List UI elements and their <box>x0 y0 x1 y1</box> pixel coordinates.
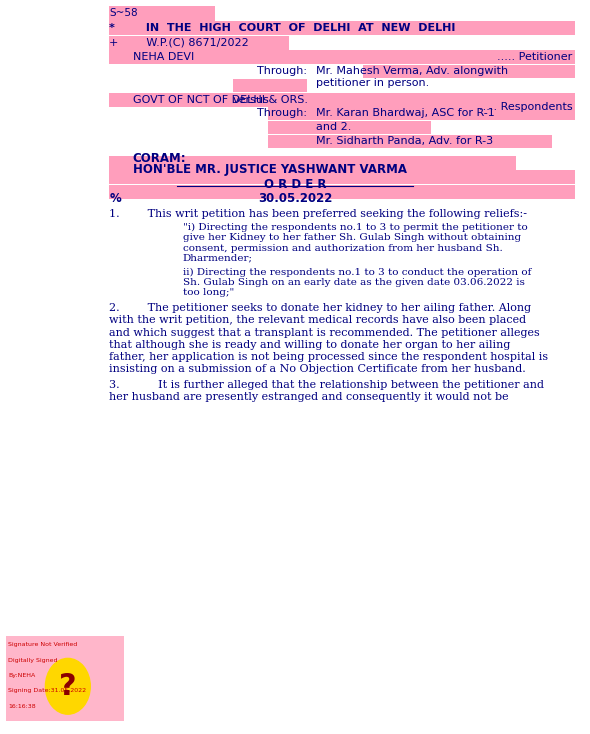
Bar <box>109 21 575 35</box>
Text: Mr. Mahesh Verma, Adv. alongwith: Mr. Mahesh Verma, Adv. alongwith <box>316 66 508 76</box>
Text: Dharmender;: Dharmender; <box>183 254 253 263</box>
Text: *        IN  THE  HIGH  COURT  OF  DELHI  AT  NEW  DELHI: * IN THE HIGH COURT OF DELHI AT NEW DELH… <box>109 23 455 33</box>
Text: and which suggest that a transplant is recommended. The petitioner alleges: and which suggest that a transplant is r… <box>109 327 540 338</box>
Text: Mr. Sidharth Panda, Adv. for R-3: Mr. Sidharth Panda, Adv. for R-3 <box>316 136 493 146</box>
Text: GOVT OF NCT OF DELHI & ORS.: GOVT OF NCT OF DELHI & ORS. <box>133 95 308 105</box>
Text: ..... Petitioner: ..... Petitioner <box>497 51 572 62</box>
Text: insisting on a submission of a No Objection Certificate from her husband.: insisting on a submission of a No Object… <box>109 364 526 374</box>
Text: give her Kidney to her father Sh. Gulab Singh without obtaining: give her Kidney to her father Sh. Gulab … <box>183 233 521 242</box>
Text: 1.        This writ petition has been preferred seeking the following reliefs:-: 1. This writ petition has been preferred… <box>109 208 527 219</box>
Text: S~58: S~58 <box>109 8 138 18</box>
Bar <box>109 170 575 184</box>
Text: 30.05.2022: 30.05.2022 <box>258 192 332 205</box>
Circle shape <box>45 658 90 714</box>
Text: CORAM:: CORAM: <box>133 152 186 164</box>
Bar <box>109 35 289 50</box>
Text: NEHA DEVI: NEHA DEVI <box>133 51 194 62</box>
Bar <box>109 185 575 199</box>
Text: consent, permission and authorization from her husband Sh.: consent, permission and authorization fr… <box>183 244 503 252</box>
Text: Mr. Karan Bhardwaj, ASC for R-1: Mr. Karan Bhardwaj, ASC for R-1 <box>316 109 494 118</box>
Text: too long;": too long;" <box>183 288 234 297</box>
Bar <box>363 65 575 79</box>
Bar <box>268 121 431 134</box>
Text: petitioner in person.: petitioner in person. <box>316 78 429 87</box>
Text: versus: versus <box>233 95 270 105</box>
Text: 3.           It is further alleged that the relationship between the petitioner : 3. It is further alleged that the relati… <box>109 379 544 390</box>
Text: Sh. Gulab Singh on an early date as the given date 03.06.2022 is: Sh. Gulab Singh on an early date as the … <box>183 277 525 287</box>
Text: that although she is ready and willing to donate her organ to her ailing: that although she is ready and willing t… <box>109 340 510 349</box>
Text: "i) Directing the respondents no.1 to 3 to permit the petitioner to: "i) Directing the respondents no.1 to 3 … <box>183 223 527 232</box>
Text: her husband are presently estranged and consequently it would not be: her husband are presently estranged and … <box>109 392 509 401</box>
Text: %: % <box>109 192 121 205</box>
Text: father, her application is not being processed since the respondent hospital is: father, her application is not being pro… <box>109 352 548 362</box>
Text: HON'BLE MR. JUSTICE YASHWANT VARMA: HON'BLE MR. JUSTICE YASHWANT VARMA <box>133 163 407 176</box>
Text: and 2.: and 2. <box>316 123 351 132</box>
Text: By:NEHA: By:NEHA <box>8 673 35 678</box>
Text: ii) Directing the respondents no.1 to 3 to conduct the operation of: ii) Directing the respondents no.1 to 3 … <box>183 267 531 277</box>
Bar <box>109 93 575 107</box>
Bar <box>268 135 552 148</box>
Text: Through:: Through: <box>257 109 307 118</box>
Text: ..... Respondents: ..... Respondents <box>478 102 572 112</box>
Text: O R D E R: O R D E R <box>264 178 326 191</box>
Bar <box>109 156 516 170</box>
Text: Signing Date:31.05.2022: Signing Date:31.05.2022 <box>8 688 86 694</box>
Text: +        W.P.(C) 8671/2022: + W.P.(C) 8671/2022 <box>109 37 249 48</box>
Bar <box>109 50 575 64</box>
Text: with the writ petition, the relevant medical records have also been placed: with the writ petition, the relevant med… <box>109 316 526 325</box>
Bar <box>109 7 215 21</box>
Bar <box>268 107 575 120</box>
Text: ?: ? <box>59 672 77 701</box>
Bar <box>6 636 124 721</box>
Text: Through:: Through: <box>257 66 307 76</box>
Text: 2.        The petitioner seeks to donate her kidney to her ailing father. Along: 2. The petitioner seeks to donate her ki… <box>109 303 531 313</box>
Text: Digitally Signed: Digitally Signed <box>8 658 58 663</box>
Text: 16:16:38: 16:16:38 <box>8 704 36 709</box>
Bar <box>233 79 307 92</box>
Text: Signature Not Verified: Signature Not Verified <box>8 642 77 647</box>
